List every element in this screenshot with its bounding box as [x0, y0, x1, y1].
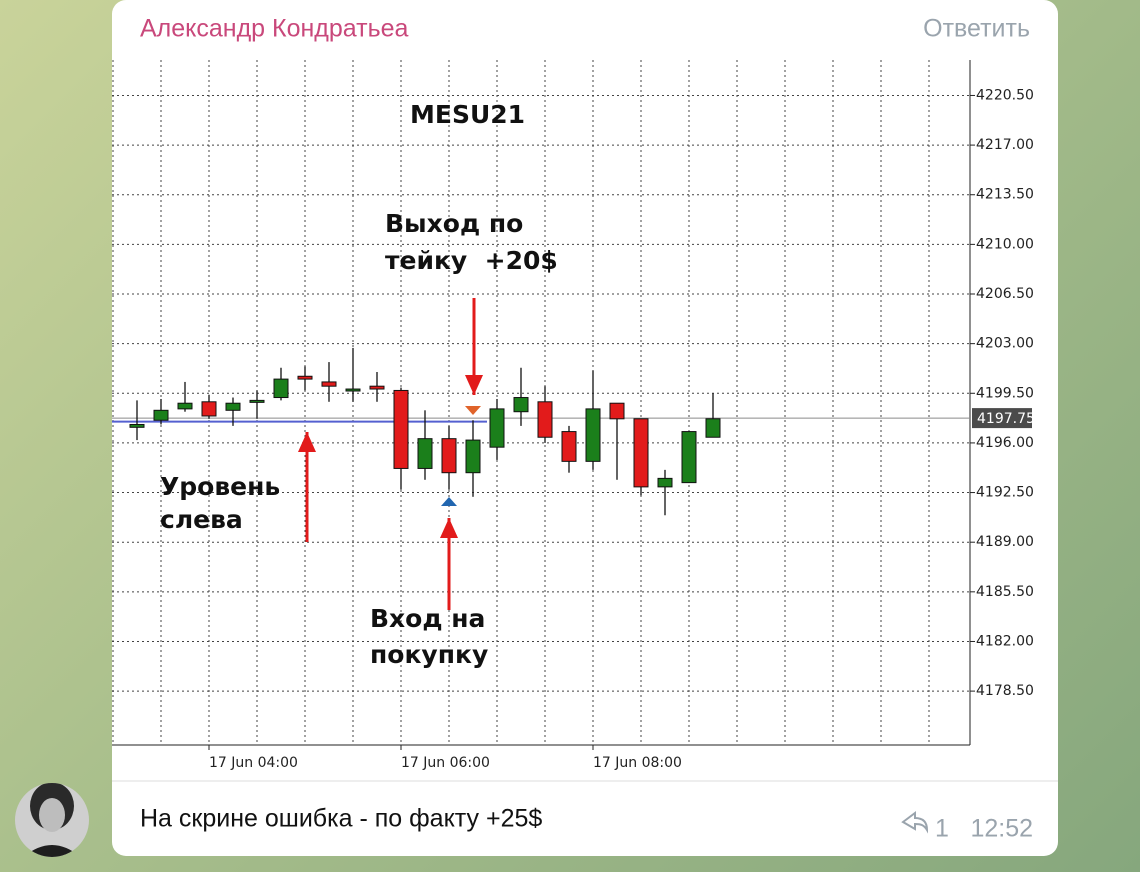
- candle-body: [297, 375, 313, 380]
- reply-count[interactable]: 1: [935, 815, 949, 843]
- y-tick-label: 4185.50: [976, 584, 1034, 600]
- candle-body: [153, 409, 169, 421]
- price-label: 4197.75: [977, 411, 1035, 427]
- annotation: Уровень: [160, 472, 280, 501]
- candle-body: [705, 418, 721, 438]
- y-tick-label: 4213.50: [976, 187, 1034, 203]
- author[interactable]: Александр Кондратьеа: [140, 15, 409, 43]
- annotation: покупку: [370, 640, 488, 669]
- y-tick-label: 4203.00: [976, 336, 1034, 352]
- x-tick-label: 17 Jun 06:00: [401, 755, 490, 771]
- entry-marker: [441, 497, 457, 506]
- y-tick-label: 4196.00: [976, 435, 1034, 451]
- candle-body: [273, 378, 289, 399]
- candle-body: [321, 381, 337, 387]
- candle-body: [201, 401, 217, 417]
- x-tick-label: 17 Jun 04:00: [209, 755, 298, 771]
- annotation: Вход на: [370, 604, 485, 633]
- candle-body: [681, 431, 697, 484]
- annotation: слева: [160, 505, 243, 534]
- x-tick-label: 17 Jun 02:00: [17, 755, 106, 771]
- candle-body: [513, 397, 529, 413]
- y-tick-label: 4210.00: [976, 236, 1034, 252]
- candle-body: [657, 477, 673, 488]
- reply-icon[interactable]: [901, 811, 929, 834]
- y-tick-label: 4192.50: [976, 485, 1034, 501]
- y-tick-label: 4199.50: [976, 385, 1034, 401]
- candle-body: [345, 388, 361, 392]
- candle-body: [609, 402, 625, 420]
- y-tick-label: 4189.00: [976, 534, 1034, 550]
- candle-body: [489, 408, 505, 448]
- x-tick-label: 17 Jun 08:00: [593, 755, 682, 771]
- arrow-head: [440, 518, 458, 538]
- y-tick-label: 4206.50: [976, 286, 1034, 302]
- candle-body: [417, 438, 433, 469]
- candle-body: [249, 399, 265, 403]
- avatar[interactable]: [15, 782, 89, 860]
- candle-body: [129, 423, 145, 428]
- candle-body: [177, 402, 193, 410]
- candle-body: [561, 431, 577, 462]
- y-tick-label: 4217.00: [976, 137, 1034, 153]
- price-label-box: [972, 408, 1032, 429]
- candle-body: [225, 402, 241, 411]
- annotation: тейку +20$: [385, 246, 558, 275]
- candle-body: [585, 408, 601, 462]
- annotation: Выход по: [385, 209, 523, 238]
- exit-marker: [465, 406, 481, 415]
- y-tick-label: 4182.00: [976, 633, 1034, 649]
- y-tick-label: 4220.50: [976, 87, 1034, 103]
- candle-body: [633, 418, 649, 488]
- candle-body: [369, 385, 385, 390]
- candle-body: [393, 389, 409, 469]
- caption: На скрине ошибка - по факту +25$: [140, 805, 542, 833]
- reply-button[interactable]: Ответить: [923, 15, 1030, 43]
- arrow-head: [465, 375, 483, 395]
- candle-body: [537, 401, 553, 438]
- chart-background: [112, 60, 1058, 780]
- y-tick-label: 4178.50: [976, 683, 1034, 699]
- chart-title: MESU21: [410, 100, 525, 129]
- candle-body: [465, 439, 481, 474]
- time: 12:52: [970, 815, 1033, 843]
- arrow-head: [298, 432, 316, 452]
- chart-image: 4178.50 4182.00 4185.50 4189.00 4192.50 4196.…: [17, 60, 1058, 780]
- candle-body: [441, 438, 457, 474]
